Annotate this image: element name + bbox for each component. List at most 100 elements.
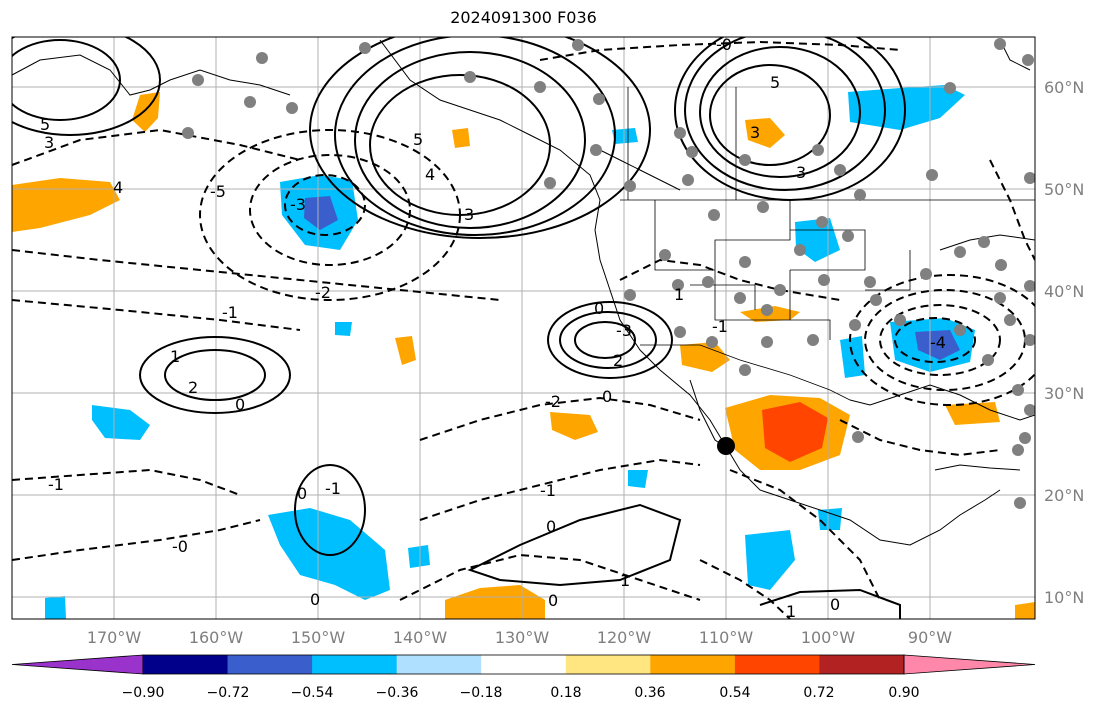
colorbar-segment [396,655,482,674]
contour-label: 5 [40,115,50,134]
contour-label: 0 [310,590,320,609]
contour-label: -1 [222,303,238,322]
contour-label: 4 [113,178,123,197]
negative-anomaly-region [335,322,352,336]
negative-anomaly-region-strong [915,330,960,360]
colorbar-tick-label: 0.90 [888,685,919,701]
positive-anomaly-region [680,342,730,372]
contour-label: 3 [750,123,760,142]
lon-label-100w: 100°W [801,628,856,647]
colorbar-ticks: −0.90 −0.72 −0.54 −0.36 −0.18 0.18 0.36 … [122,685,920,701]
negative-contours [12,40,1035,619]
contour-label: -1 [48,475,64,494]
lon-label-140w: 140°W [393,628,448,647]
contour-label: -2 [315,283,331,302]
latitude-labels: 60°N 50°N 40°N 30°N 20°N 10°N [1044,78,1084,607]
colorbar-tick-label: 0.72 [803,685,834,701]
positive-anomaly-region-strong [762,402,828,462]
positive-anomaly-region [12,178,120,232]
negative-anomaly-region [92,405,150,440]
negative-anomaly-region [848,85,965,130]
lon-label-90w: 90°W [908,628,952,647]
contour-label: 1 [786,602,796,621]
negative-anomaly-region [612,128,638,144]
contour-label: 2 [188,378,198,397]
map-frame [11,36,1036,620]
colorbar-extension-high [903,654,1036,675]
contour-label: 0 [235,395,245,414]
black-dot-marker [717,437,735,455]
colorbar [11,654,1036,675]
lat-label-50n: 50°N [1044,180,1084,199]
colorbar-tick-label: −0.90 [122,685,165,701]
colorbar-segment [734,655,820,674]
lon-label-170w: 170°W [87,628,142,647]
map-title: 2024091300 F036 [450,8,597,27]
lon-label-120w: 120°W [597,628,652,647]
contour-label: -3 [616,321,632,340]
colorbar-segment [227,655,313,674]
shaded-anomaly-layer [12,85,1035,619]
longitude-labels: 170°W 160°W 150°W 140°W 130°W 120°W 110°… [87,628,952,647]
contour-label: 0 [297,484,307,503]
contour-label: 3 [464,205,474,224]
positive-anomaly-region [1015,602,1035,619]
positive-contours [12,37,906,619]
positive-anomaly-region [445,585,545,619]
colorbar-segment [143,655,229,674]
lat-label-20n: 20°N [1044,486,1084,505]
lat-label-30n: 30°N [1044,384,1084,403]
lat-label-10n: 10°N [1044,588,1084,607]
contour-label: 3 [796,163,806,182]
lon-label-130w: 130°W [495,628,550,647]
contour-label: -1 [712,317,728,336]
contour-label: -5 [210,182,226,201]
colorbar-segment [650,655,736,674]
contour-label: 1 [170,347,180,366]
negative-anomaly-region [45,596,66,619]
contour-label: -1 [325,479,341,498]
colorbar-extension-low [11,654,144,675]
colorbar-segment [481,655,567,674]
contour-label: 0 [830,595,840,614]
colorbar-tick-label: 0.54 [719,685,750,701]
contour-labels: 5 3 4 -5 -3 3 5 4 3 5 3 -2 -1 1 2 0 -1 -… [40,35,946,621]
positive-anomaly-region [452,128,470,148]
contour-label: 2 [613,351,623,370]
graticule [12,37,1035,619]
contour-label: -1 [540,481,556,500]
colorbar-tick-label: 0.18 [550,685,581,701]
lon-label-110w: 110°W [699,628,754,647]
negative-anomaly-region [745,530,795,590]
colorbar-tick-label: −0.72 [207,685,250,701]
contour-label: 3 [44,133,54,152]
observation-dots [182,38,1035,509]
colorbar-tick-label: −0.18 [460,685,503,701]
map-plot-area [12,37,1035,619]
contour-label: -2 [545,392,561,411]
contour-label: -0 [172,537,188,556]
positive-anomaly-region [745,118,785,148]
negative-anomaly-region [840,336,865,378]
contour-label: -3 [290,195,306,214]
contour-label: 5 [770,73,780,92]
negative-anomaly-region [818,508,842,530]
contour-label: 0 [594,299,604,318]
contour-label: 5 [413,130,423,149]
contour-label: -4 [930,333,946,352]
contour-label: -0 [716,35,732,54]
colorbar-segment [312,655,398,674]
negative-anomaly-region-strong [304,196,338,230]
positive-anomaly-region [395,336,416,365]
negative-anomaly-region [628,470,648,488]
coastlines [12,39,1035,546]
colorbar-tick-label: −0.36 [376,685,419,701]
lon-label-160w: 160°W [189,628,244,647]
contour-label: 4 [425,165,435,184]
colorbar-tick-label: −0.54 [291,685,334,701]
lon-label-150w: 150°W [291,628,346,647]
contour-label: 0 [602,387,612,406]
lat-label-40n: 40°N [1044,282,1084,301]
negative-anomaly-region [408,545,430,568]
